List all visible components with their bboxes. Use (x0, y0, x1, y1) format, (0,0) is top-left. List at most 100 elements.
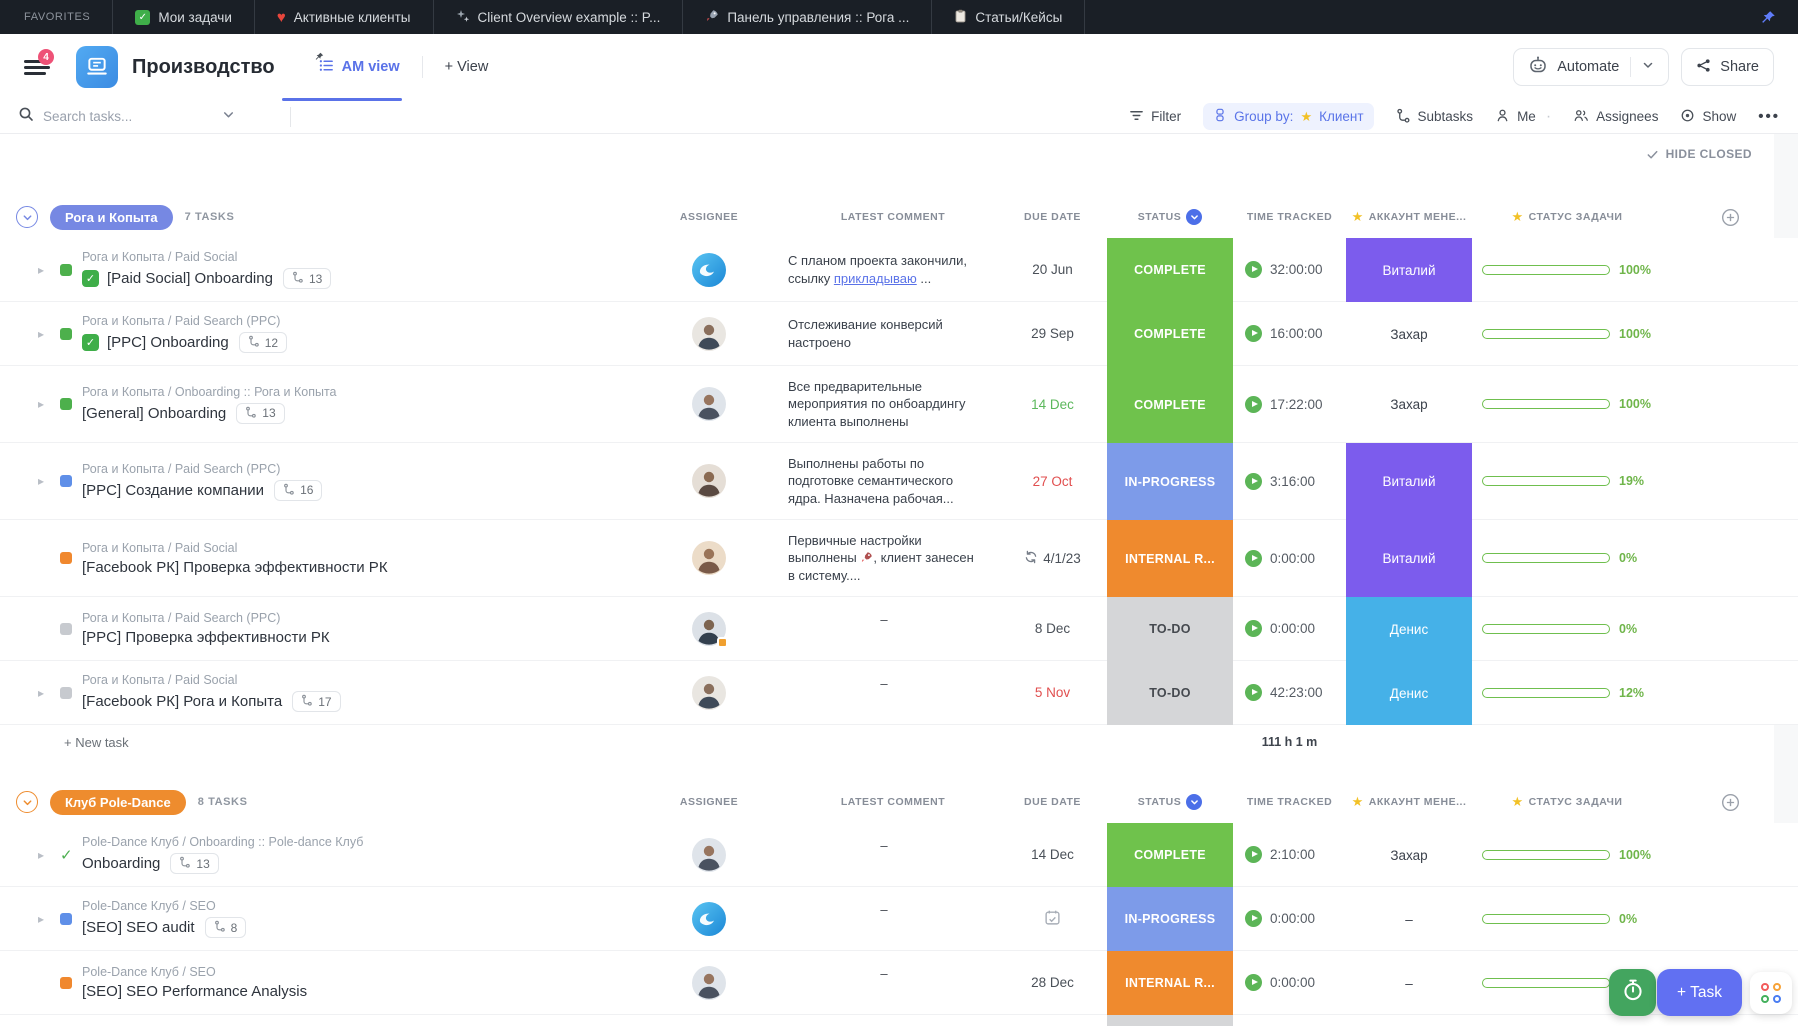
breadcrumb[interactable]: Рога и Копыта / Paid Search (PPC) (82, 461, 281, 476)
breadcrumb[interactable]: Pole-Dance Клуб / SEO (82, 899, 216, 913)
play-icon[interactable] (1245, 395, 1262, 413)
hide-closed-toggle[interactable]: HIDE CLOSED (0, 134, 1798, 174)
table-row[interactable]: Рога и Копыта / Paid Search (PPC) [PPC] П… (0, 597, 1798, 661)
task-status-square[interactable] (60, 686, 72, 699)
assignee-avatar[interactable] (692, 901, 726, 936)
latest-comment-cell[interactable]: Выполнены работы по подготовке семантиче… (788, 443, 998, 519)
status-cell[interactable]: IN-PROGRESS (1107, 443, 1233, 520)
expand-arrow-icon[interactable]: ▸ (38, 911, 45, 926)
assignees-button[interactable]: Assignees (1573, 108, 1658, 126)
due-date-cell[interactable]: 20 Jun (998, 238, 1107, 301)
column-header[interactable]: TIME TRACKED (1233, 211, 1346, 223)
pin-icon[interactable] (1761, 10, 1776, 25)
column-header[interactable]: ★ СТАТУС ЗАДАЧИ (1472, 209, 1662, 225)
breadcrumb[interactable]: Рога и Копыта / Paid Search (PPC) (82, 611, 281, 625)
group-by-button[interactable]: Group by: ★ Клиент (1203, 103, 1374, 130)
table-row[interactable]: Pole-Dance Клуб / SEO – TO-DO (0, 1015, 1798, 1026)
group-name-pill[interactable]: Рога и Копыта (50, 204, 173, 230)
account-manager-cell[interactable]: Виталий (1346, 520, 1472, 597)
due-date-cell[interactable] (998, 1015, 1107, 1026)
due-date-cell[interactable] (998, 887, 1107, 950)
tab-am-view[interactable]: AM view (315, 52, 400, 77)
task-status-square[interactable] (60, 622, 72, 635)
due-date-cell[interactable]: 28 Dec (998, 951, 1107, 1014)
status-cell[interactable]: INTERNAL R... (1107, 520, 1233, 597)
latest-comment-cell[interactable]: Первичные настройки выполнены , клиент з… (788, 520, 998, 596)
account-manager-cell[interactable]: Денис (1346, 661, 1472, 725)
time-tracked-cell[interactable]: 0:00:00 (1233, 597, 1346, 660)
column-header[interactable]: ASSIGNEE (630, 211, 788, 223)
breadcrumb[interactable]: Pole-Dance Клуб / Onboarding :: Pole-dan… (82, 835, 364, 849)
assignee-avatar[interactable] (692, 541, 726, 575)
play-icon[interactable] (1245, 549, 1262, 567)
latest-comment-cell[interactable]: – (880, 838, 888, 853)
column-header[interactable]: ASSIGNEE (630, 796, 788, 808)
column-header[interactable]: DUE DATE (998, 211, 1107, 223)
breadcrumb[interactable]: Рога и Копыта / Paid Search (PPC) (82, 314, 281, 328)
table-row[interactable]: Рога и Копыта / Paid Social [Facebook РК]… (0, 520, 1798, 597)
favorite-tab[interactable]: Client Overview example :: P... (432, 0, 683, 34)
share-button[interactable]: Share (1681, 48, 1774, 86)
breadcrumb[interactable]: Рога и Копыта / Paid Social (82, 250, 238, 264)
play-icon[interactable] (1245, 325, 1262, 342)
chevron-down-icon[interactable] (1642, 59, 1654, 75)
time-tracked-cell[interactable]: 17:22:00 (1233, 366, 1346, 442)
subtask-count-badge[interactable]: 13 (236, 402, 285, 424)
task-title[interactable]: [PPC] Проверка эффективности РК (82, 629, 330, 646)
time-tracked-cell[interactable]: 2:10:00 (1233, 823, 1346, 886)
more-options-button[interactable]: ••• (1758, 108, 1780, 125)
task-title[interactable]: [Facebook РК] Рога и Копыта (82, 693, 283, 710)
subtasks-button[interactable]: Subtasks (1396, 108, 1473, 126)
status-cell[interactable]: TO-DO (1107, 661, 1233, 725)
task-title[interactable]: [PPC] Onboarding (107, 334, 229, 351)
assignee-avatar[interactable] (692, 965, 726, 1000)
filter-button[interactable]: Filter (1129, 108, 1181, 126)
column-header[interactable]: DUE DATE (998, 796, 1107, 808)
time-tracked-cell[interactable] (1233, 1015, 1346, 1026)
time-tracked-cell[interactable]: 3:16:00 (1233, 443, 1346, 519)
play-icon[interactable] (1245, 261, 1262, 278)
breadcrumb[interactable]: Рога и Копыта / Paid Social (82, 673, 238, 687)
subtask-count-badge[interactable]: 8 (204, 917, 247, 938)
time-tracked-cell[interactable]: 42:23:00 (1233, 661, 1346, 724)
due-date-cell[interactable]: 27 Oct (998, 443, 1107, 519)
expand-arrow-icon[interactable]: ▸ (38, 397, 45, 411)
column-header[interactable]: ★ АККАУНТ МЕНЕ... (1346, 209, 1472, 225)
table-row[interactable]: ▸ Pole-Dance Клуб / SEO [SEO] SEO audit 8 – I… (0, 887, 1798, 951)
expand-arrow-icon[interactable]: ▸ (38, 847, 45, 862)
assignee-avatar[interactable] (692, 837, 726, 872)
subtask-count-badge[interactable]: 12 (238, 332, 288, 353)
task-title[interactable]: [Facebook РК] Проверка эффективности РК (82, 558, 388, 576)
latest-comment-cell[interactable]: – (880, 612, 888, 627)
play-icon[interactable] (1245, 910, 1262, 927)
task-title[interactable]: [General] Onboarding (82, 404, 227, 422)
chevron-down-icon[interactable] (222, 108, 235, 126)
column-header[interactable]: STATUS (1107, 794, 1233, 810)
expand-arrow-icon[interactable]: ▸ (38, 262, 45, 277)
table-row[interactable]: ▸ Рога и Копыта / Paid Search (PPC) [PPC] … (0, 443, 1798, 520)
search-box[interactable] (18, 106, 276, 127)
group-name-pill[interactable]: Клуб Pole-Dance (50, 789, 186, 815)
account-manager-cell[interactable]: Виталий (1346, 238, 1472, 302)
breadcrumb[interactable]: Рога и Копыта / Paid Social (82, 540, 238, 555)
task-title[interactable]: [Paid Social] Onboarding (107, 270, 273, 287)
task-status-square[interactable] (60, 327, 72, 340)
me-filter-button[interactable]: Me (1495, 108, 1536, 126)
status-cell[interactable]: COMPLETE (1107, 823, 1233, 887)
account-manager-cell[interactable]: Захар (1390, 397, 1428, 412)
time-tracked-cell[interactable]: 0:00:00 (1233, 520, 1346, 596)
latest-comment-cell[interactable]: Отслеживание конверсий настроено (788, 302, 998, 365)
due-date-cell[interactable]: 4/1/23 (998, 520, 1107, 596)
show-button[interactable]: Show (1680, 108, 1736, 126)
latest-comment-cell[interactable]: – (880, 966, 888, 981)
column-header[interactable]: LATEST COMMENT (788, 211, 998, 223)
assignee-avatar[interactable] (692, 252, 726, 287)
task-title[interactable]: [PPC] Создание компании (82, 481, 265, 499)
favorite-tab[interactable]: ✓ Мои задачи (112, 0, 254, 34)
subtask-count-badge[interactable]: 17 (292, 691, 341, 712)
status-cell[interactable]: TO-DO (1107, 1015, 1233, 1026)
latest-comment-cell[interactable]: – (880, 676, 888, 691)
assignee-avatar[interactable] (692, 464, 726, 498)
column-header[interactable]: LATEST COMMENT (788, 796, 998, 808)
task-status-square[interactable] (60, 398, 72, 410)
